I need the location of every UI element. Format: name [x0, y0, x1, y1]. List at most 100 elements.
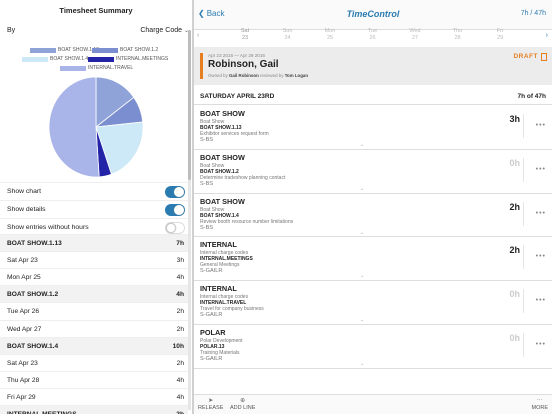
- summary-group-row[interactable]: BOAT SHOW.1.13 7h: [0, 234, 188, 251]
- next-week-icon[interactable]: ›: [545, 32, 548, 39]
- summary-group-row[interactable]: INTERNAL.MEETINGS 2h: [0, 405, 188, 414]
- chevron-down-icon: ⌄: [183, 28, 189, 34]
- summary-row-label: Fri Apr 29: [7, 393, 36, 401]
- chevron-down-icon[interactable]: ⌄: [360, 185, 365, 192]
- more-button[interactable]: ··· MORE: [532, 397, 549, 411]
- legend-swatch: [22, 56, 48, 62]
- group-by-value[interactable]: Charge Code: [140, 27, 182, 34]
- summary-row-label: BOAT SHOW.1.13: [7, 240, 62, 247]
- summary-row-label: Mon Apr 25: [7, 274, 41, 282]
- summary-row[interactable]: Thu Apr 28 4h: [0, 370, 188, 388]
- toggle-switch[interactable]: [165, 186, 185, 198]
- split-divider[interactable]: [192, 0, 194, 414]
- summary-scrollbar-thumb[interactable]: [188, 30, 191, 180]
- more-dots-icon[interactable]: •••: [535, 253, 546, 261]
- summary-row-hours: 2h: [176, 359, 184, 367]
- more-dots-icon[interactable]: •••: [535, 341, 546, 348]
- legend-item: INTERNAL.MEETINGS: [88, 56, 168, 62]
- group-by-label: By: [7, 27, 16, 34]
- timesheet-entry[interactable]: POLAR Polar Development POLAR.13 Training M…: [194, 325, 552, 369]
- entry-hours[interactable]: 0h: [509, 333, 520, 343]
- more-label: MORE: [531, 405, 549, 411]
- more-dots-icon[interactable]: •••: [535, 165, 546, 173]
- timesheet-entry[interactable]: BOAT SHOW Boat Show BOAT SHOW.1.13 Exhibito…: [194, 106, 552, 150]
- day-strip: ‹ › Sat 23 Sun 24 Mon 25 Tue 26 Wed 27 Thu 28 Fri 29: [194, 28, 552, 46]
- summary-row-hours: 4h: [176, 393, 184, 401]
- timesheet-entry[interactable]: INTERNAL Internal charge codes INTERNAL.TR…: [194, 281, 552, 325]
- summary-group-row[interactable]: BOAT SHOW.1.4 10h: [0, 336, 188, 354]
- entry-hours[interactable]: 2h: [509, 245, 520, 256]
- entry-charge-code: INTERNAL.TRAVEL: [200, 300, 247, 307]
- summary-row[interactable]: Mon Apr 25 4h: [0, 268, 188, 285]
- day-name: Mon: [324, 28, 336, 34]
- previous-week-icon[interactable]: ‹: [197, 32, 200, 39]
- summary-row[interactable]: Sat Apr 23 3h: [0, 251, 188, 268]
- summary-row[interactable]: Fri Apr 29 4h: [0, 387, 188, 405]
- summary-group-row[interactable]: BOAT SHOW.1.2 4h: [0, 285, 188, 303]
- add-line-button[interactable]: ⊕ ADD LINE: [230, 397, 255, 411]
- summary-row-hours: 10h: [172, 342, 184, 350]
- day-tab[interactable]: Sat 23: [234, 28, 256, 42]
- day-tab[interactable]: Thu 28: [447, 28, 469, 42]
- toggle-label: Show details: [7, 206, 46, 213]
- summary-scrollbar-track[interactable]: [188, 30, 191, 410]
- chevron-left-icon: ❮: [198, 9, 205, 18]
- summary-row[interactable]: Sat Apr 23 2h: [0, 353, 188, 371]
- release-button[interactable]: ➤ RELEASE: [198, 397, 223, 411]
- entry-hours[interactable]: 0h: [509, 289, 520, 300]
- entry-hours[interactable]: 2h: [509, 201, 520, 212]
- entry-type: S-GAILR: [200, 312, 223, 319]
- chevron-down-icon[interactable]: ⌄: [360, 361, 365, 367]
- entry-divider: [523, 201, 524, 226]
- summary-row-label: INTERNAL.MEETINGS: [7, 411, 77, 414]
- timesheet-entry[interactable]: BOAT SHOW Boat Show BOAT SHOW.1.4 Review bo…: [194, 194, 552, 238]
- day-number: 25: [326, 35, 334, 41]
- nav-bar: ❮ Back TimeControl 7h / 47h: [194, 0, 552, 30]
- entry-code-desc: Review booth resource number limitations: [200, 218, 294, 225]
- day-tab[interactable]: Tue 26: [362, 28, 384, 42]
- summary-row[interactable]: Wed Apr 27 2h: [0, 319, 188, 337]
- toggle-switch[interactable]: [165, 204, 185, 216]
- day-tab[interactable]: Wed 27: [404, 28, 426, 42]
- entry-hours[interactable]: 0h: [509, 157, 520, 168]
- back-button[interactable]: ❮ Back: [198, 9, 225, 18]
- day-tab[interactable]: Mon 25: [319, 28, 341, 42]
- chevron-down-icon[interactable]: ⌄: [360, 142, 365, 148]
- summary-row-hours: 2h: [176, 411, 184, 414]
- more-dots-icon[interactable]: •••: [535, 209, 546, 217]
- chevron-down-icon[interactable]: ⌄: [360, 273, 365, 280]
- owner-line: Owned by Gail Robinson reviewed by Tom L…: [208, 73, 308, 78]
- summary-row-label: Tue Apr 26: [7, 308, 40, 316]
- legend-label: INTERNAL.MEETINGS: [116, 56, 169, 62]
- summary-row-hours: 2h: [176, 325, 184, 333]
- entry-charge-code: INTERNAL.MEETINGS: [200, 256, 253, 263]
- timesheet-entry[interactable]: INTERNAL Internal charge codes INTERNAL.ME…: [194, 237, 552, 282]
- toggle-switch[interactable]: [165, 222, 185, 234]
- entry-code-desc: General Meetings: [200, 262, 240, 269]
- more-dots-icon[interactable]: •••: [535, 122, 546, 129]
- legend-label: BOAT SHOW.1.4: [50, 56, 89, 62]
- chevron-down-icon[interactable]: ⌄: [360, 229, 365, 236]
- summary-row-hours: 4h: [176, 376, 184, 384]
- toggle-knob: [166, 223, 176, 233]
- document-icon[interactable]: [541, 53, 547, 61]
- day-number: 27: [411, 35, 419, 41]
- more-dots-icon[interactable]: •••: [535, 297, 546, 305]
- day-tab[interactable]: Fri 29: [489, 28, 511, 42]
- entry-hours[interactable]: 3h: [509, 114, 520, 124]
- release-label: RELEASE: [198, 405, 224, 411]
- bottom-toolbar: ➤ RELEASE ⊕ ADD LINE ··· MORE: [194, 394, 552, 414]
- pie-slice: [48, 76, 100, 178]
- timesheet-panel: ❮ Back TimeControl 7h / 47h ‹ › Sat 23 Sun…: [194, 0, 552, 414]
- entry-charge-code: BOAT SHOW.1.4: [200, 212, 239, 219]
- timesheet-entry[interactable]: BOAT SHOW Boat Show BOAT SHOW.1.2 Determine…: [194, 150, 552, 194]
- entry-charge-code: BOAT SHOW.1.2: [200, 168, 239, 175]
- total-hours-label[interactable]: 7h / 47h: [520, 10, 546, 17]
- summary-panel: Timesheet Summary By Charge Code ⌄ BOAT …: [0, 0, 192, 414]
- chevron-down-icon[interactable]: ⌄: [360, 317, 365, 324]
- status-badge: DRAFT: [513, 53, 538, 60]
- summary-row[interactable]: Tue Apr 26 2h: [0, 302, 188, 319]
- group-by-selector[interactable]: By Charge Code ⌄: [0, 24, 192, 38]
- entry-project: BOAT SHOW: [200, 196, 245, 206]
- day-tab[interactable]: Sun 24: [277, 28, 299, 42]
